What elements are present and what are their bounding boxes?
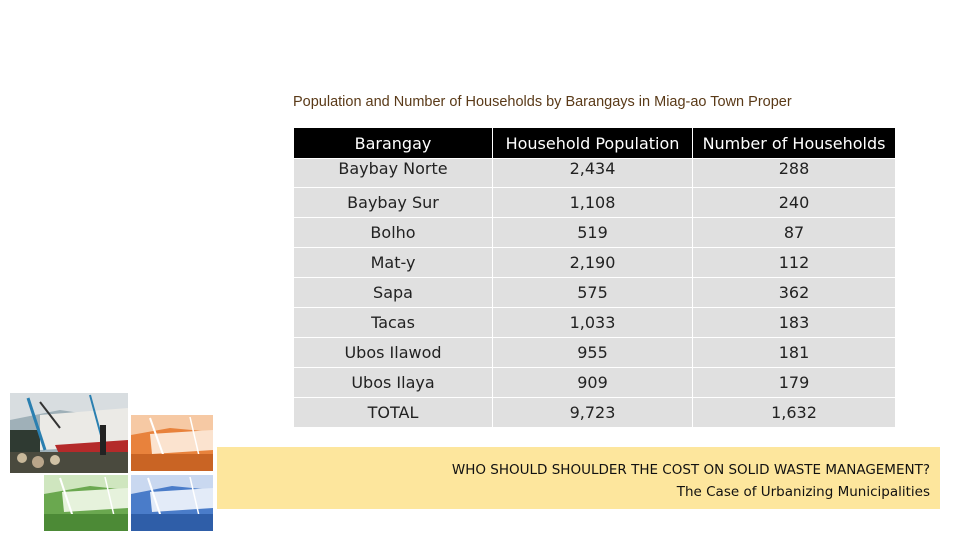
cell-barangay: Sapa [293,277,493,308]
table-row-total: TOTAL 9,723 1,632 [293,397,896,428]
cell-households: 362 [692,277,896,308]
orange-tint-photo [131,415,213,471]
table-row: Sapa 575 362 [293,277,896,308]
cell-households: 183 [692,307,896,338]
population-table: Barangay Household Population Number of … [293,127,896,428]
cell-barangay: Baybay Sur [293,187,493,218]
cell-barangay: Ubos Ilawod [293,337,493,368]
cell-population: 575 [492,277,693,308]
cell-population: 519 [492,217,693,248]
table-row: Baybay Norte 2,434 288 [293,158,896,188]
cell-barangay: Ubos Ilaya [293,367,493,398]
title-banner: WHO SHOULD SHOULDER THE COST ON SOLID WA… [217,447,940,509]
blue-tint-photo [131,475,213,531]
cell-households: 112 [692,247,896,278]
cell-households: 87 [692,217,896,248]
table-row: Baybay Sur 1,108 240 [293,187,896,218]
cell-barangay: Bolho [293,217,493,248]
cell-population: 1,033 [492,307,693,338]
cell-households: 179 [692,367,896,398]
table-title: Population and Number of Households by B… [293,94,792,110]
cell-households: 181 [692,337,896,368]
table-row: Tacas 1,033 183 [293,307,896,338]
table-row: Ubos Ilawod 955 181 [293,337,896,368]
cell-population: 2,190 [492,247,693,278]
cell-population: 955 [492,337,693,368]
table-header-row: Barangay Household Population Number of … [293,127,896,159]
boat-photo [10,393,128,473]
cell-population: 9,723 [492,397,693,428]
cell-barangay: Mat-y [293,247,493,278]
cell-households: 288 [692,158,896,188]
cell-barangay: Baybay Norte [293,158,493,188]
cell-population: 2,434 [492,158,693,188]
cell-households: 240 [692,187,896,218]
cell-barangay: Tacas [293,307,493,338]
photo-collage [10,393,213,531]
header-barangay: Barangay [293,127,493,159]
cell-barangay: TOTAL [293,397,493,428]
cell-population: 909 [492,367,693,398]
table-row: Mat-y 2,190 112 [293,247,896,278]
header-household-population: Household Population [492,127,693,159]
banner-subtitle: The Case of Urbanizing Municipalities [676,484,930,500]
green-tint-photo [44,475,128,531]
table-row: Ubos Ilaya 909 179 [293,367,896,398]
cell-population: 1,108 [492,187,693,218]
table-row: Bolho 519 87 [293,217,896,248]
banner-title: WHO SHOULD SHOULDER THE COST ON SOLID WA… [451,462,930,478]
header-number-of-households: Number of Households [692,127,896,159]
cell-households: 1,632 [692,397,896,428]
